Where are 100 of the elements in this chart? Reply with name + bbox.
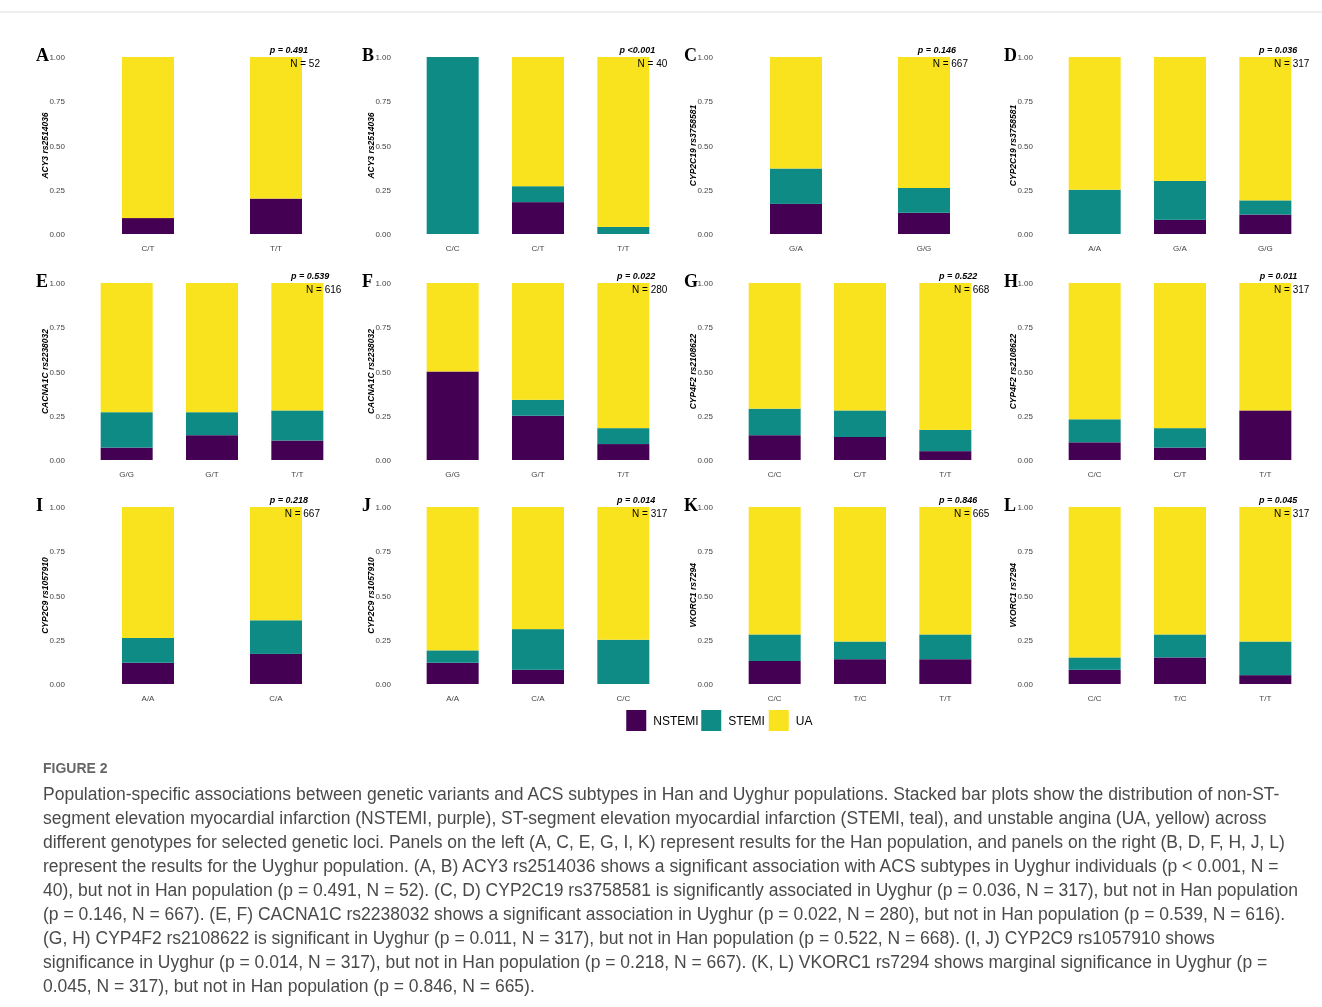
y-axis-title: VKORC1 rs7294 — [688, 562, 698, 628]
x-tick-label: T/T — [939, 694, 952, 703]
bar — [1068, 419, 1121, 443]
x-tick-label: A/A — [1088, 244, 1102, 253]
y-tick-label: 0.50 — [375, 141, 392, 151]
bar — [748, 435, 801, 460]
y-tick-label: 1.00 — [49, 503, 66, 513]
bar — [426, 283, 479, 372]
x-tick-label: T/C — [1173, 694, 1187, 703]
text: p = 0.014 — [616, 495, 656, 505]
x-tick-label: C/C — [1087, 694, 1102, 703]
bar — [748, 634, 801, 661]
x-tick-label: G/G — [1258, 244, 1273, 253]
bar — [271, 440, 324, 460]
y-tick-label: 0.50 — [1017, 591, 1034, 601]
bar — [100, 283, 153, 413]
bar — [919, 429, 972, 452]
bar — [898, 212, 950, 234]
bar — [100, 412, 153, 448]
y-tick-label: 0.75 — [49, 97, 66, 107]
text: p = 0.846 — [938, 495, 979, 505]
text: p = 0.146 — [916, 45, 957, 55]
annotation: N = 616 — [306, 284, 342, 295]
x-tick-label: C/T — [1173, 470, 1187, 479]
y-axis-title: ACY3 rs2514036 — [366, 112, 376, 180]
legend-label: NSTEMI — [653, 714, 699, 728]
y-tick-label: 0.50 — [49, 141, 66, 151]
bar — [512, 507, 564, 630]
y-tick-label: 0.50 — [49, 367, 66, 377]
bar — [512, 186, 564, 203]
y-tick-label: 0.00 — [1017, 456, 1034, 466]
bar — [834, 507, 886, 642]
x-tick-label: C/C — [445, 244, 460, 253]
text: p = 0.045 — [1258, 495, 1299, 505]
y-tick-label: 0.50 — [375, 591, 392, 601]
bar — [834, 641, 886, 660]
bar — [898, 187, 950, 213]
y-tick-label: 1.00 — [1017, 503, 1034, 513]
bar — [1154, 283, 1206, 429]
bar — [597, 639, 650, 684]
bar — [426, 507, 479, 651]
bar — [597, 283, 650, 429]
bar — [834, 659, 886, 684]
bar — [1068, 57, 1121, 190]
y-tick-label: 0.00 — [697, 456, 714, 466]
bar — [122, 57, 174, 219]
x-tick-label: T/T — [939, 470, 952, 479]
x-tick-label: C/T — [531, 244, 545, 253]
x-tick-label: G/A — [1173, 244, 1188, 253]
y-tick-label: 1.00 — [697, 279, 714, 289]
bar — [1239, 675, 1292, 684]
bar — [426, 650, 479, 663]
text: p <0.001 — [618, 45, 656, 55]
chart-title: K — [684, 495, 699, 515]
annotation: N = 665 — [954, 508, 990, 519]
chart-title: B — [362, 45, 375, 65]
y-axis-title: CACNA1C rs2238032 — [40, 328, 50, 415]
x-tick-label: C/A — [531, 694, 546, 703]
text: Population-specific associations between genetic variants and ACS subtypes in Han and Uyghur populations. Stacked bar plots show the distribution of non-ST-segment elevation myocardial infarction (NSTEMI, purple), ST-segment elevation myocardial infarction (STEMI, teal), and unstable angina (UA, yellow) across different genotypes for selected genetic loci. Panels on the left (A, C, E, G, I, K) represent results for the Han population, and panels on the right (B, D, F, H, J, L) represent the results for the Uyghur population. (A, B) ACY3 rs2514036 shows a significant association with ACS subtypes in Uyghur individuals (p < 0.001, N = 40), but not in Han population (p = 0.491, N = 52). (C, D) CYP2C19 rs3758581 is significantly associated in Uyghur (p = 0.036, N = 317), but not in Han population (p = 0.146, N = 667). (E, F) CACNA1C rs2238032 shows a significant association in Uyghur (p = 0.022, N = 280), but not in Han population (p = 0.539, N = 616). (G, H) CYP4F2 rs2108622 is significant in Uyghur (p = 0.011, N = 317), but not in Han population (p = 0.522, N = 668). (I, J) CYP2C9 rs1057910 shows significance in Uyghur (p = 0.014, N = 317), but not in Han population (p = 0.218, N = 667). (K, L) VKORC1 rs7294 shows marginal significance in Uyghur (p = 0.045, N = 317), but not in Han population (p = 0.846, N = 665). — [43, 784, 1298, 996]
x-tick-label: T/T — [1259, 694, 1272, 703]
annotation: N = 317 — [1274, 508, 1310, 519]
text: p = 0.522 — [938, 271, 978, 281]
bar — [919, 634, 972, 660]
y-tick-label: 0.00 — [697, 680, 714, 690]
y-tick-label: 0.25 — [1017, 411, 1034, 421]
bar — [1239, 283, 1292, 411]
x-tick-label: T/C — [853, 694, 867, 703]
y-tick-label: 0.50 — [1017, 367, 1034, 377]
y-axis-title: CYP2C9 rs1057910 — [366, 556, 376, 634]
bar — [250, 57, 302, 199]
y-tick-label: 0.00 — [1017, 230, 1034, 240]
y-tick-label: 1.00 — [697, 53, 714, 63]
bar — [1154, 57, 1206, 181]
y-tick-label: 0.25 — [375, 635, 392, 645]
bar — [748, 507, 801, 635]
bar — [426, 57, 479, 234]
x-tick-label: C/T — [141, 244, 155, 253]
bar — [512, 415, 564, 460]
y-tick-label: 1.00 — [1017, 279, 1034, 289]
y-tick-label: 1.00 — [1017, 53, 1034, 63]
bar — [597, 226, 650, 234]
bar — [426, 371, 479, 460]
bar — [1239, 410, 1292, 460]
y-tick-label: 0.75 — [375, 323, 392, 333]
annotation: N = 317 — [1274, 58, 1310, 69]
legend-label: UA — [795, 714, 813, 728]
bar — [1239, 214, 1292, 234]
bar — [1239, 57, 1292, 201]
bar — [250, 198, 302, 234]
x-tick-label: C/C — [767, 694, 782, 703]
y-tick-label: 0.25 — [49, 185, 66, 195]
annotation: N = 280 — [632, 284, 668, 295]
bar — [1068, 283, 1121, 420]
annotation: N = 317 — [1274, 284, 1310, 295]
y-axis-title: CYP2C19 rs3758581 — [688, 104, 698, 187]
y-axis-title: VKORC1 rs7294 — [1008, 562, 1018, 628]
x-tick-label: T/T — [1259, 470, 1272, 479]
y-tick-label: 0.00 — [375, 456, 392, 466]
text: FIGURE 2 — [43, 759, 109, 778]
bar — [1154, 657, 1206, 684]
